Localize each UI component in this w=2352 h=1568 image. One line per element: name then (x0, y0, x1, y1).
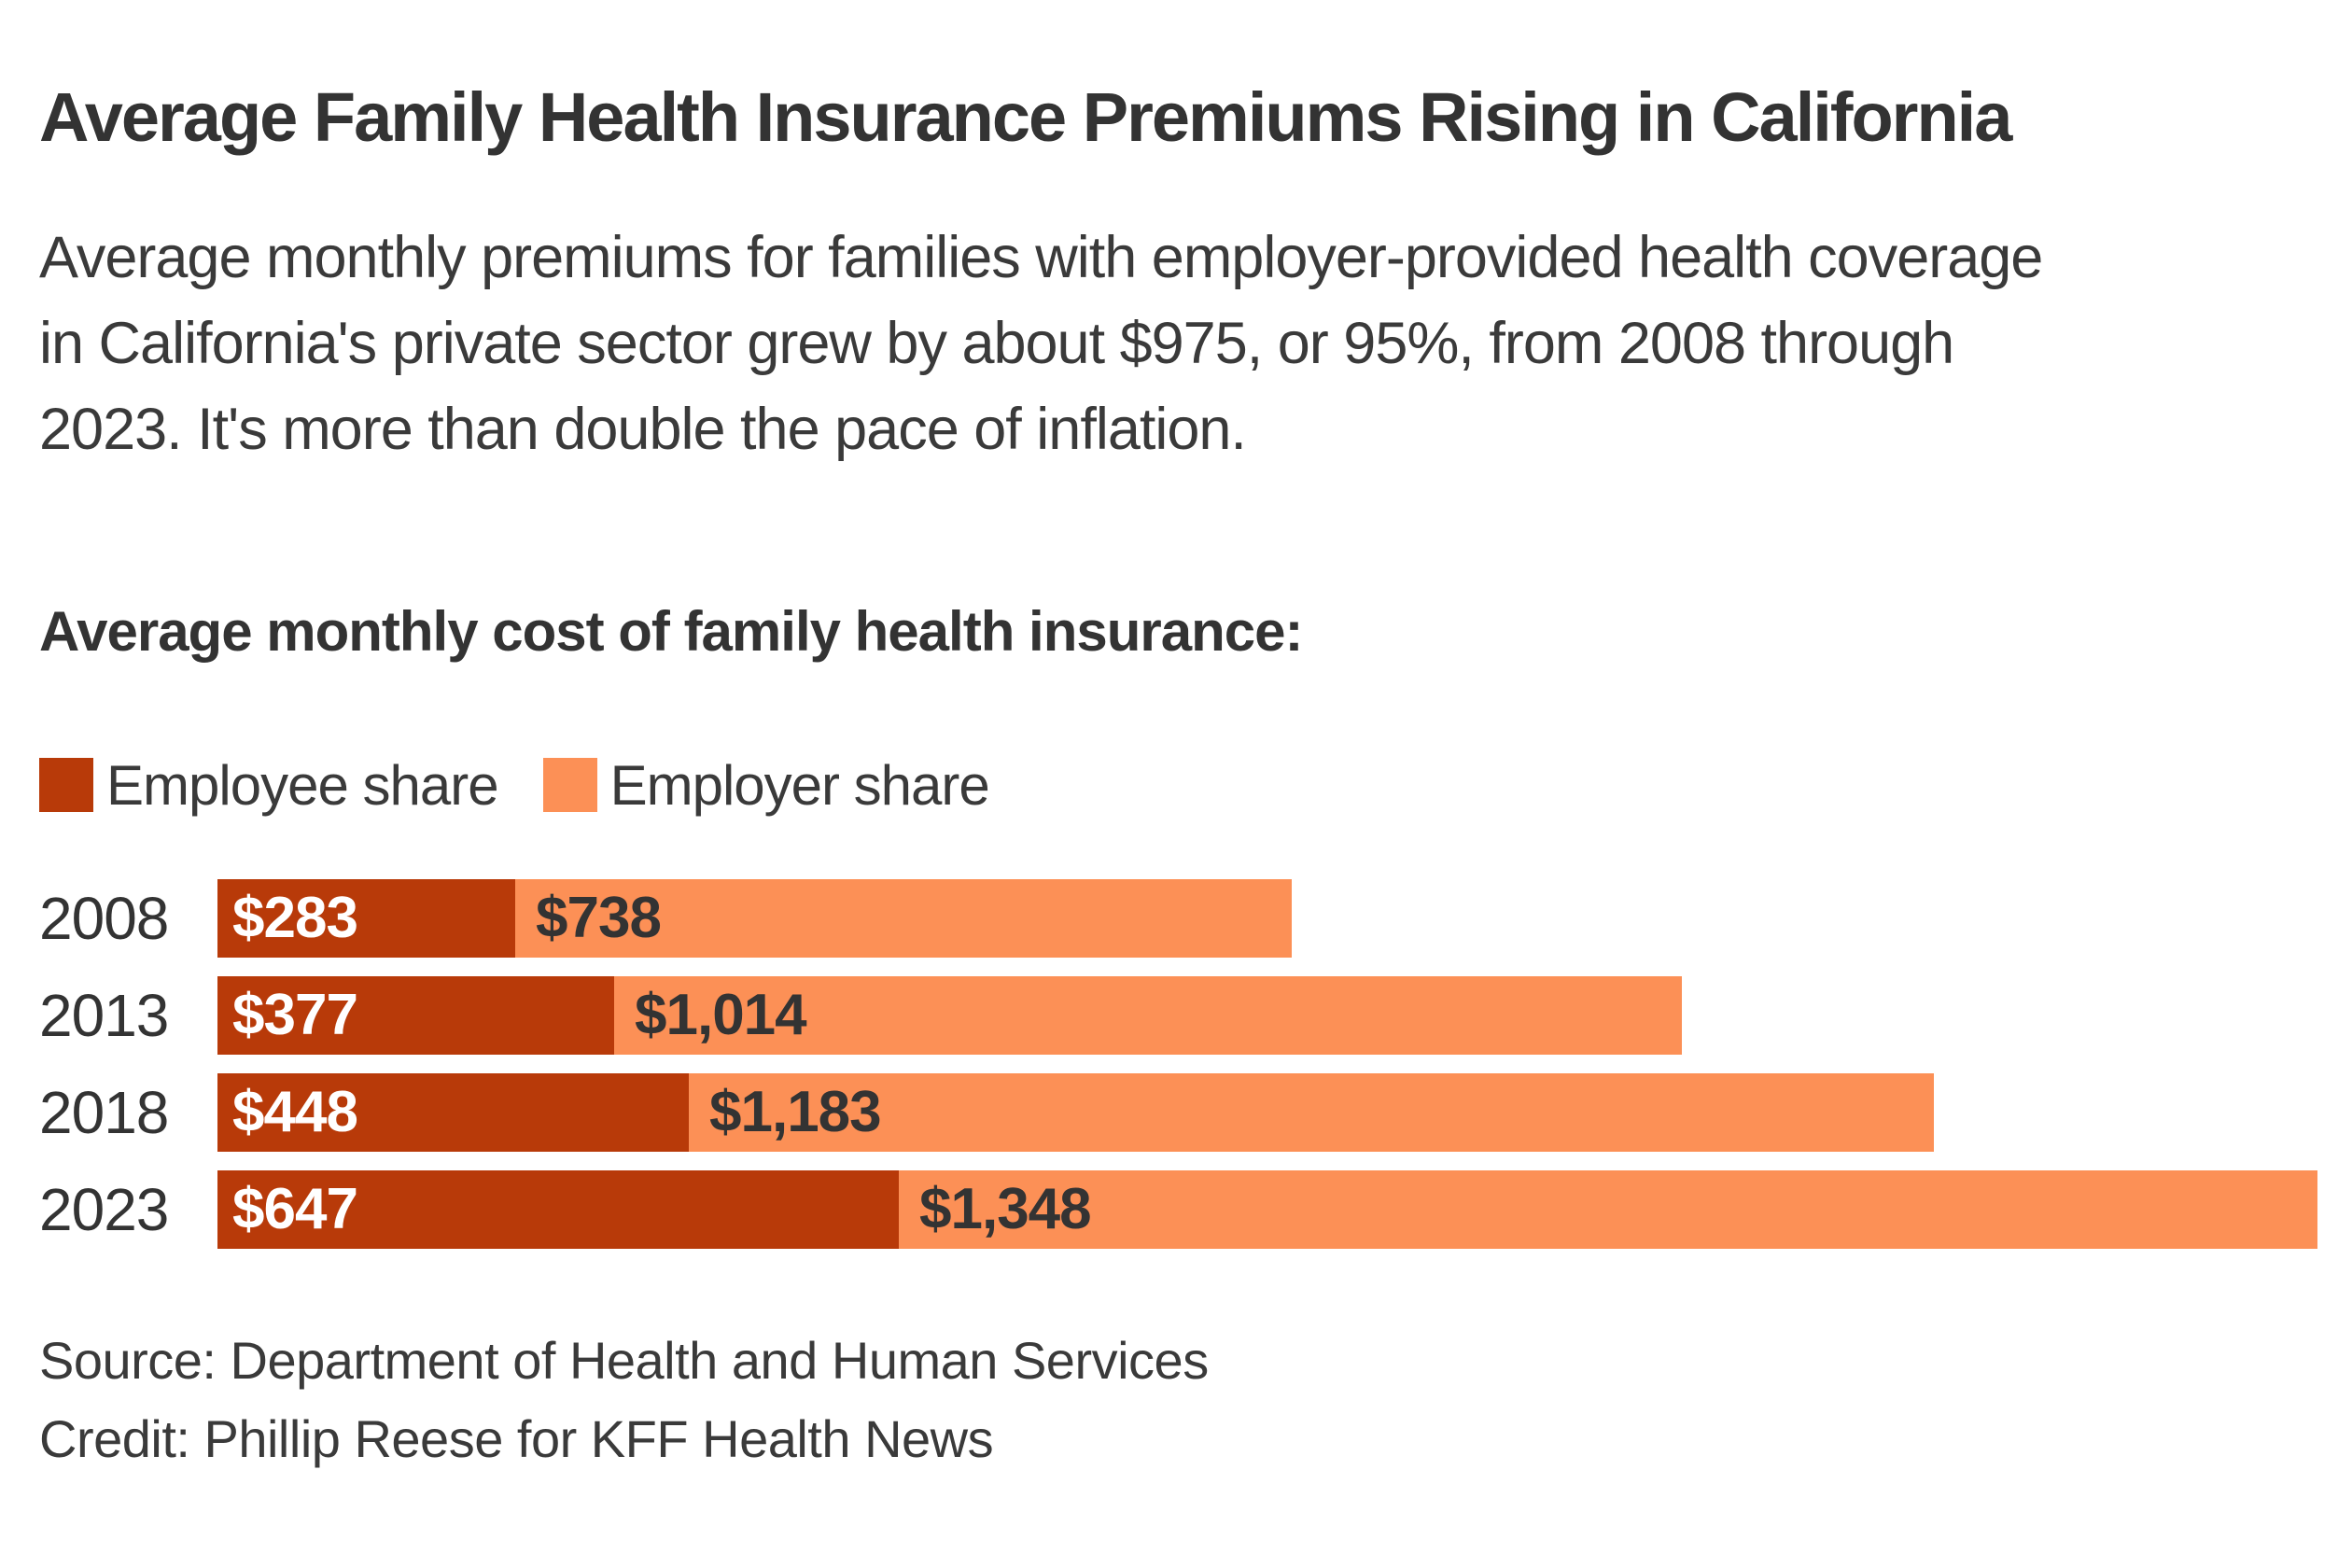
chart-legend: Employee share Employer share (39, 753, 2352, 818)
bar-row-2013: 2013 $377 $1,014 (39, 975, 2352, 1055)
employer-share-swatch (542, 758, 597, 813)
source-note: Source: Department of Health and Human S… (39, 1330, 1209, 1390)
year-label: 2008 (39, 884, 169, 952)
chart-subtitle: Average monthly premiums for families wi… (39, 215, 2352, 472)
employer-share-segment: $738 (515, 878, 1292, 958)
value-label: $448 (232, 1080, 358, 1145)
bar-track: $647 $1,348 (217, 1169, 2317, 1249)
value-label: $1,014 (635, 983, 807, 1048)
value-label: $283 (232, 886, 358, 951)
year-label: 2018 (39, 1078, 169, 1146)
value-label: $1,348 (919, 1177, 1092, 1242)
legend-label-employer-share: Employer share (609, 753, 990, 817)
employer-share-segment: $1,014 (614, 975, 1682, 1055)
legend-item-employee-share: Employee share (39, 753, 499, 818)
bar-row-2023: 2023 $647 $1,348 (39, 1169, 2352, 1249)
value-label: $377 (232, 983, 358, 1048)
employee-share-segment: $647 (217, 1169, 899, 1249)
employer-share-segment: $1,183 (689, 1072, 1934, 1152)
year-label: 2013 (39, 981, 169, 1049)
chart-footer: Source: Department of Health and Human S… (39, 1322, 2352, 1478)
bar-track: $448 $1,183 (217, 1072, 1934, 1152)
stacked-bar-chart: 2008 $283 $738 2013 $377 $1,014 2018 $448 $1,183… (39, 878, 2352, 1249)
value-label: $647 (232, 1177, 358, 1242)
value-label: $1,183 (709, 1080, 882, 1145)
bar-track: $283 $738 (217, 878, 1292, 958)
employee-share-swatch (39, 758, 93, 813)
subtitle-line-1: Average monthly premiums for families wi… (39, 224, 2043, 290)
legend-label-employee-share: Employee share (106, 753, 499, 817)
year-label: 2023 (39, 1175, 169, 1243)
subtitle-line-2: in California's private sector grew by a… (39, 310, 1954, 376)
chart-title: Average Family Health Insurance Premiums… (39, 78, 2012, 156)
section-heading: Average monthly cost of family health in… (39, 599, 1303, 663)
legend-item-employer-share: Employer share (542, 753, 990, 818)
employer-share-segment: $1,348 (899, 1169, 2317, 1249)
credit-note: Credit: Phillip Reese for KFF Health New… (39, 1408, 994, 1468)
bar-row-2008: 2008 $283 $738 (39, 878, 2352, 958)
employee-share-segment: $448 (217, 1072, 689, 1152)
value-label: $738 (536, 886, 662, 951)
subtitle-line-3: 2023. It's more than double the pace of … (39, 396, 1247, 462)
bar-track: $377 $1,014 (217, 975, 1682, 1055)
employee-share-segment: $377 (217, 975, 614, 1055)
bar-row-2018: 2018 $448 $1,183 (39, 1072, 2352, 1152)
employee-share-segment: $283 (217, 878, 515, 958)
